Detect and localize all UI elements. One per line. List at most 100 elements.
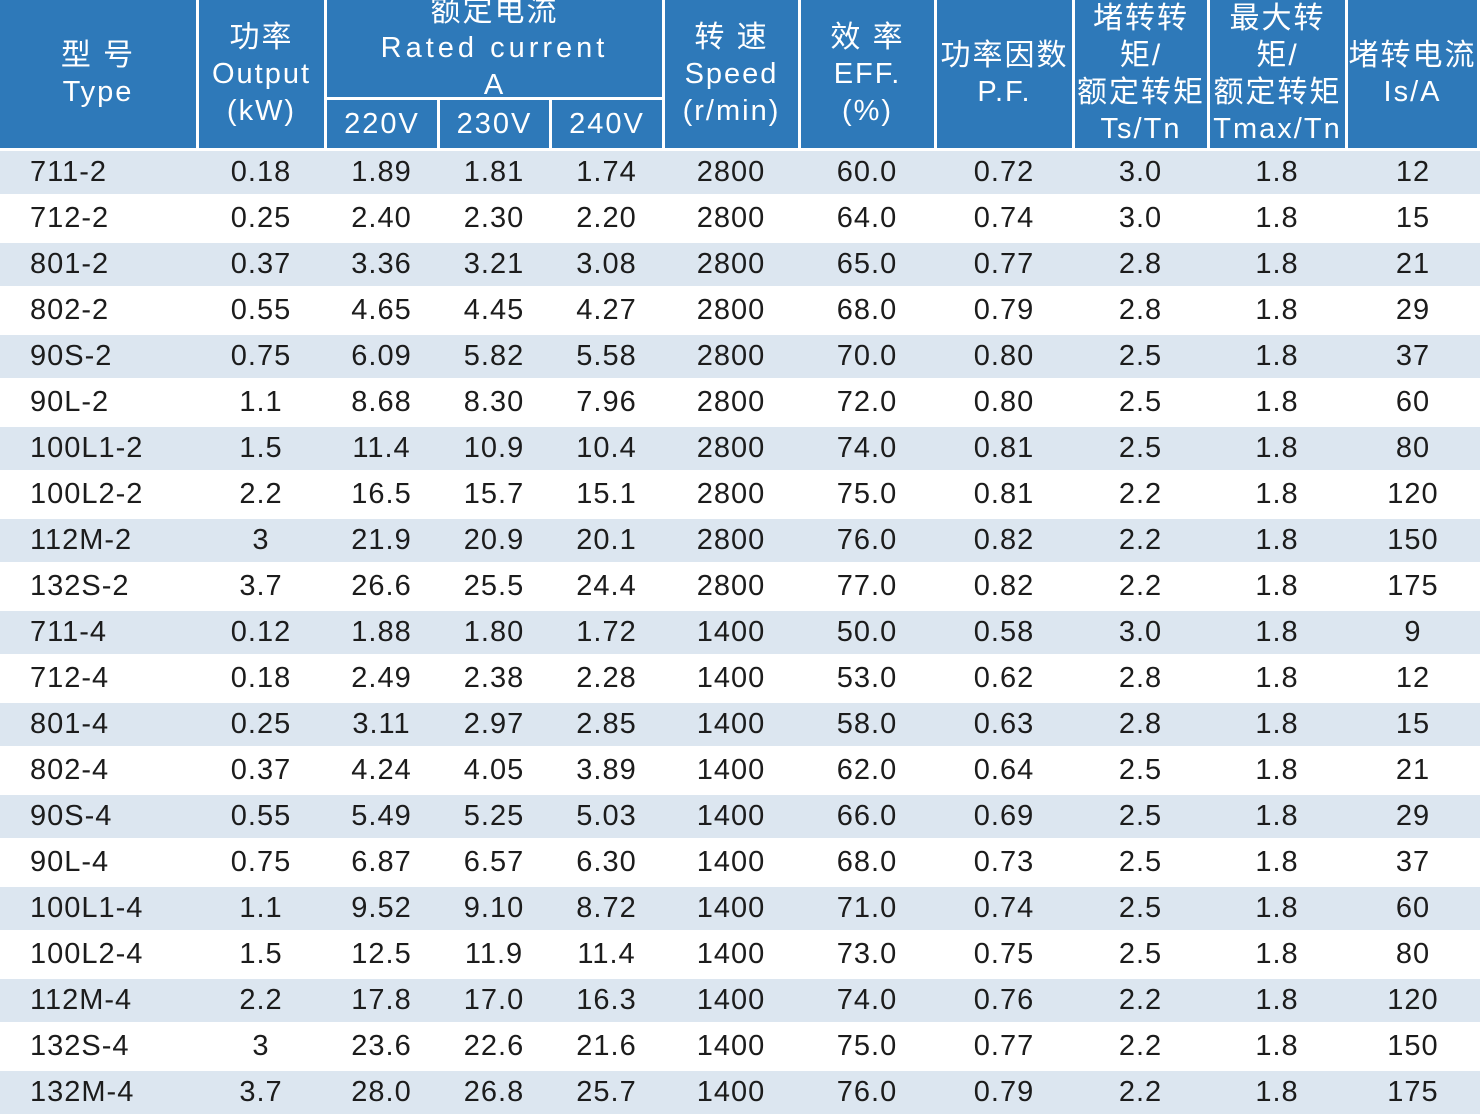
cell-current-230v: 2.38 bbox=[463, 662, 525, 694]
cell-speed: 1400 bbox=[696, 754, 766, 786]
cell-pf: 0.77 bbox=[973, 1030, 1035, 1062]
cell-pf: 0.74 bbox=[973, 202, 1035, 234]
cell-is-a: 60 bbox=[1395, 892, 1431, 924]
cell-pf: 0.69 bbox=[973, 800, 1035, 832]
cell-speed: 2800 bbox=[696, 202, 766, 234]
cell-pf: 0.72 bbox=[973, 156, 1035, 188]
cell-speed: 1400 bbox=[696, 938, 766, 970]
header-is-a-zh: 堵转电流 bbox=[1348, 39, 1477, 72]
cell-speed: 1400 bbox=[696, 616, 766, 648]
table-row: 90L-2 1.1 8.68 8.30 7.96 2800 72.0 0.80 … bbox=[0, 378, 1480, 424]
cell-pf: 0.74 bbox=[973, 892, 1035, 924]
cell-current-230v: 17.0 bbox=[463, 984, 525, 1016]
table-row: 802-2 0.55 4.65 4.45 4.27 2800 68.0 0.79… bbox=[0, 286, 1480, 332]
header-rated-current: 额定电流 Rated current A bbox=[327, 0, 662, 101]
cell-output-kw: 0.18 bbox=[230, 156, 292, 188]
cell-is-a: 37 bbox=[1395, 340, 1431, 372]
cell-current-220v: 1.88 bbox=[351, 616, 412, 648]
cell-is-a: 29 bbox=[1395, 294, 1431, 326]
cell-current-240v: 2.28 bbox=[576, 662, 637, 694]
cell-is-a: 175 bbox=[1387, 570, 1439, 602]
cell-current-240v: 25.7 bbox=[576, 1076, 637, 1108]
cell-current-230v: 25.5 bbox=[463, 570, 525, 602]
table-row: 100L2-4 1.5 12.5 11.9 11.4 1400 73.0 0.7… bbox=[0, 930, 1480, 976]
cell-eff: 75.0 bbox=[836, 478, 898, 510]
cell-output-kw: 3 bbox=[252, 524, 270, 556]
cell-speed: 2800 bbox=[696, 156, 766, 188]
cell-pf: 0.58 bbox=[973, 616, 1035, 648]
cell-current-220v: 2.40 bbox=[351, 202, 412, 234]
cell-type: 90S-4 bbox=[30, 800, 113, 832]
header-pf: 功率因数 P.F. bbox=[937, 0, 1072, 148]
cell-ts-tn: 3.0 bbox=[1118, 616, 1163, 648]
header-rated-current-zh: 额定电流 bbox=[430, 0, 559, 28]
table-row: 100L2-2 2.2 16.5 15.7 15.1 2800 75.0 0.8… bbox=[0, 470, 1480, 516]
cell-ts-tn: 2.8 bbox=[1118, 294, 1163, 326]
cell-speed: 2800 bbox=[696, 570, 766, 602]
cell-current-240v: 5.58 bbox=[576, 340, 637, 372]
cell-pf: 0.81 bbox=[973, 478, 1035, 510]
cell-current-240v: 15.1 bbox=[576, 478, 637, 510]
header-type-zh: 型 号 bbox=[60, 39, 136, 72]
cell-eff: 76.0 bbox=[836, 1076, 898, 1108]
cell-type: 801-2 bbox=[30, 248, 110, 280]
cell-tmax-tn: 1.8 bbox=[1255, 524, 1299, 556]
cell-type: 100L2-4 bbox=[30, 938, 144, 970]
cell-tmax-tn: 1.8 bbox=[1255, 432, 1299, 464]
cell-tmax-tn: 1.8 bbox=[1255, 156, 1299, 188]
header-pf-en: P.F. bbox=[977, 76, 1032, 108]
cell-eff: 66.0 bbox=[836, 800, 898, 832]
cell-current-220v: 5.49 bbox=[351, 800, 412, 832]
cell-eff: 72.0 bbox=[836, 386, 898, 418]
cell-current-230v: 5.82 bbox=[463, 340, 525, 372]
cell-eff: 68.0 bbox=[836, 846, 898, 878]
cell-speed: 1400 bbox=[696, 1030, 766, 1062]
cell-eff: 50.0 bbox=[836, 616, 898, 648]
cell-type: 100L1-2 bbox=[30, 432, 144, 464]
cell-ts-tn: 2.2 bbox=[1118, 478, 1163, 510]
table-row: 132M-4 3.7 28.0 26.8 25.7 1400 76.0 0.79… bbox=[0, 1068, 1480, 1114]
header-230v: 230V bbox=[440, 100, 549, 148]
cell-tmax-tn: 1.8 bbox=[1255, 754, 1299, 786]
cell-current-220v: 23.6 bbox=[351, 1030, 412, 1062]
cell-is-a: 21 bbox=[1395, 248, 1431, 280]
cell-type: 802-4 bbox=[30, 754, 110, 786]
header-is-a-en: Is/A bbox=[1383, 76, 1442, 108]
cell-pf: 0.79 bbox=[973, 1076, 1035, 1108]
cell-is-a: 15 bbox=[1395, 708, 1431, 740]
cell-ts-tn: 2.2 bbox=[1118, 984, 1163, 1016]
cell-output-kw: 0.18 bbox=[230, 662, 292, 694]
header-type-en: Type bbox=[62, 76, 134, 108]
header-tmax-tn: 最大转矩/ 额定转矩 Tmax/Tn bbox=[1210, 0, 1345, 148]
cell-current-230v: 8.30 bbox=[463, 386, 525, 418]
header-rated-current-unit: A bbox=[483, 69, 506, 101]
cell-current-220v: 2.49 bbox=[351, 662, 412, 694]
cell-ts-tn: 2.5 bbox=[1118, 754, 1163, 786]
cell-current-240v: 24.4 bbox=[576, 570, 637, 602]
cell-is-a: 120 bbox=[1387, 984, 1439, 1016]
cell-type: 802-2 bbox=[30, 294, 110, 326]
header-output: 功率 Output (kW) bbox=[199, 0, 324, 148]
cell-eff: 71.0 bbox=[836, 892, 898, 924]
cell-tmax-tn: 1.8 bbox=[1255, 386, 1299, 418]
cell-output-kw: 2.2 bbox=[239, 984, 283, 1016]
cell-tmax-tn: 1.8 bbox=[1255, 478, 1299, 510]
cell-tmax-tn: 1.8 bbox=[1255, 1030, 1299, 1062]
cell-type: 90L-4 bbox=[30, 846, 110, 878]
cell-eff: 74.0 bbox=[836, 432, 898, 464]
cell-is-a: 21 bbox=[1395, 754, 1431, 786]
cell-current-230v: 2.30 bbox=[463, 202, 525, 234]
cell-output-kw: 3 bbox=[252, 1030, 270, 1062]
header-is-a: 堵转电流 Is/A bbox=[1348, 0, 1480, 148]
header-output-zh: 功率 bbox=[229, 20, 294, 54]
cell-current-240v: 1.74 bbox=[576, 156, 637, 188]
cell-output-kw: 0.37 bbox=[230, 248, 292, 280]
cell-is-a: 120 bbox=[1387, 478, 1439, 510]
cell-tmax-tn: 1.8 bbox=[1255, 616, 1299, 648]
header-rated-current-en: Rated current bbox=[380, 32, 609, 64]
cell-pf: 0.75 bbox=[973, 938, 1035, 970]
cell-current-230v: 15.7 bbox=[463, 478, 525, 510]
cell-speed: 2800 bbox=[696, 524, 766, 556]
cell-current-240v: 4.27 bbox=[576, 294, 637, 326]
header-speed-unit: (r/min) bbox=[682, 94, 781, 127]
